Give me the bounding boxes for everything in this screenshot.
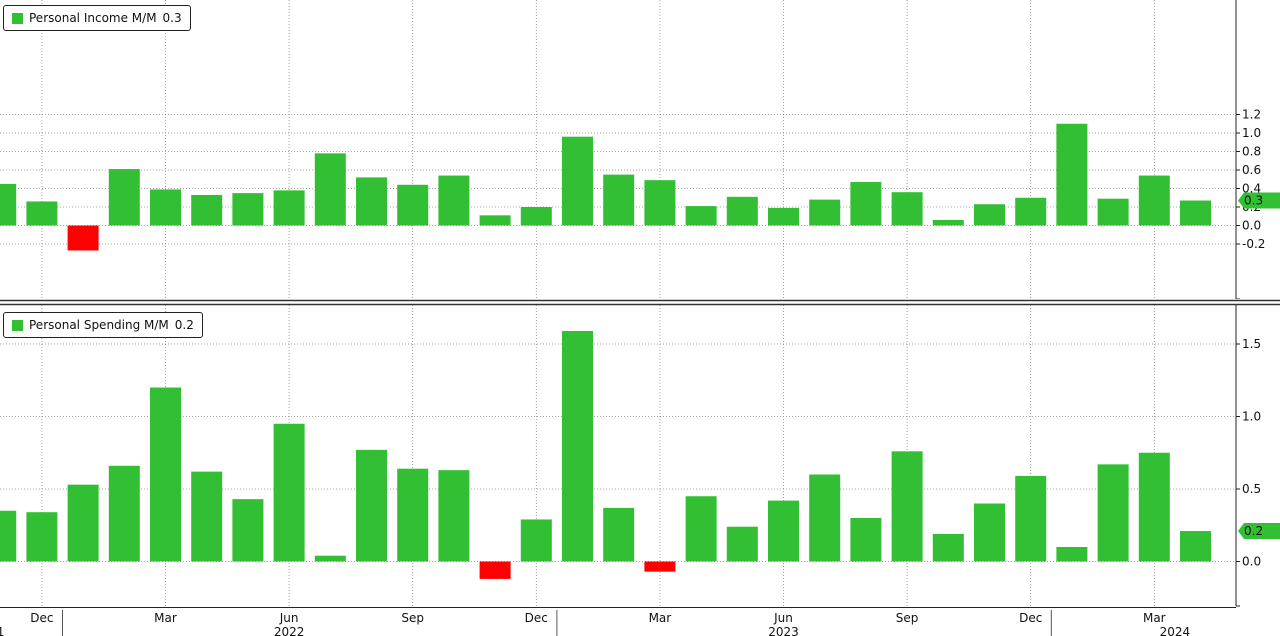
bar-income (891, 192, 923, 226)
x-tick-label-year: 2022 (274, 625, 305, 636)
bar-spending (850, 518, 882, 562)
bar-spending (520, 519, 552, 562)
y-tick-label: 0.5 (1242, 482, 1261, 496)
x-tick-label-month: Mar (649, 611, 672, 625)
bar-spending (150, 387, 181, 562)
bar-income (150, 189, 181, 226)
bar-income (1015, 197, 1047, 226)
last-value-marker-spending (1238, 523, 1280, 540)
bar-spending (562, 330, 593, 562)
bar-income (314, 153, 346, 226)
legend-income-value: 0.3 (162, 11, 182, 25)
bar-income (0, 183, 17, 226)
bar-spending (891, 451, 923, 562)
bar-spending (273, 423, 305, 562)
bar-spending (191, 471, 223, 562)
bar-spending (438, 470, 470, 562)
bar-spending (809, 474, 841, 562)
y-tick-label: 0.8 (1242, 145, 1261, 159)
legend-spending-label: Personal Spending M/M (29, 318, 169, 332)
bar-spending (1097, 464, 1129, 562)
bar-income (562, 136, 593, 226)
x-tick-label-month: Mar (154, 611, 177, 625)
bar-income (108, 169, 140, 226)
bar-income (1097, 198, 1129, 226)
bar-spending (685, 496, 717, 562)
x-tick-label-month: Jun (773, 611, 793, 625)
bar-spending (26, 512, 58, 562)
bar-income (1180, 200, 1211, 226)
x-tick-label-month: Dec (1019, 611, 1042, 625)
bar-income (685, 206, 717, 226)
bar-income (603, 174, 635, 226)
bar-spending (314, 555, 346, 562)
bar-spending (1138, 452, 1170, 562)
bar-income (397, 184, 429, 226)
bar-income (356, 177, 387, 226)
bar-spending (932, 533, 964, 562)
bar-spending (397, 468, 429, 562)
legend-personal-spending: Personal Spending M/M 0.2 (3, 312, 203, 338)
bar-income (479, 215, 511, 226)
bar-spending (1180, 531, 1211, 562)
bar-income (726, 196, 758, 226)
y-tick-label: 0.0 (1242, 555, 1261, 569)
x-tick-label-year: 2023 (768, 625, 799, 636)
bar-income (809, 199, 841, 226)
last-value-label-income: 0.3 (1244, 194, 1263, 208)
y-tick-label: 1.0 (1242, 410, 1261, 424)
bar-spending (1056, 547, 1088, 562)
bar-income (273, 190, 305, 226)
bar-spending (108, 465, 140, 562)
bar-income (932, 219, 964, 226)
legend-swatch-income (12, 12, 23, 24)
x-tick-label-month: Sep (896, 611, 919, 625)
bar-spending (644, 561, 676, 572)
bar-income (974, 204, 1005, 226)
bar-spending (356, 449, 387, 562)
bar-income (191, 194, 223, 226)
x-tick-label-month: Mar (1143, 611, 1166, 625)
bar-spending (726, 526, 758, 562)
bar-spending (1015, 475, 1047, 562)
last-value-label-spending: 0.2 (1244, 524, 1263, 538)
bar-income (232, 193, 264, 226)
bar-spending (974, 503, 1005, 562)
legend-spending-value: 0.2 (174, 318, 194, 332)
bar-income (438, 175, 470, 226)
bar-spending (0, 510, 17, 562)
bar-spending (603, 507, 635, 562)
bar-spending (479, 561, 511, 579)
last-value-marker-income (1238, 192, 1280, 209)
legend-swatch-spending (12, 319, 23, 331)
y-tick-label: 0.0 (1242, 219, 1261, 233)
bar-income (67, 225, 99, 251)
x-tick-label-year: 2024 (1160, 625, 1191, 636)
x-tick-label-month: Dec (525, 611, 548, 625)
x-tick-label-month: Sep (401, 611, 424, 625)
bar-spending (768, 500, 799, 562)
legend-personal-income: Personal Income M/M 0.3 (3, 5, 191, 31)
bar-income (768, 207, 799, 226)
x-tick-label-month: Dec (30, 611, 53, 625)
bar-income (1138, 175, 1170, 226)
bar-income (850, 182, 882, 226)
y-tick-label: 1.0 (1242, 126, 1261, 140)
x-tick-label-month: Jun (279, 611, 299, 625)
legend-income-label: Personal Income M/M (29, 11, 157, 25)
bar-income (26, 201, 58, 226)
bar-income (644, 180, 676, 226)
y-tick-label: 1.2 (1242, 108, 1261, 122)
bar-income (1056, 123, 1088, 226)
y-tick-label: 0.4 (1242, 182, 1261, 196)
bar-spending (232, 499, 264, 562)
bar-spending (67, 484, 99, 562)
y-tick-label: 0.6 (1242, 163, 1261, 177)
x-tick-label-year: 2021 (0, 625, 4, 636)
y-tick-label: -0.2 (1242, 237, 1265, 251)
panel-separator-gap (0, 299, 1280, 305)
y-tick-label: 1.5 (1242, 337, 1261, 351)
bar-income (520, 207, 552, 226)
